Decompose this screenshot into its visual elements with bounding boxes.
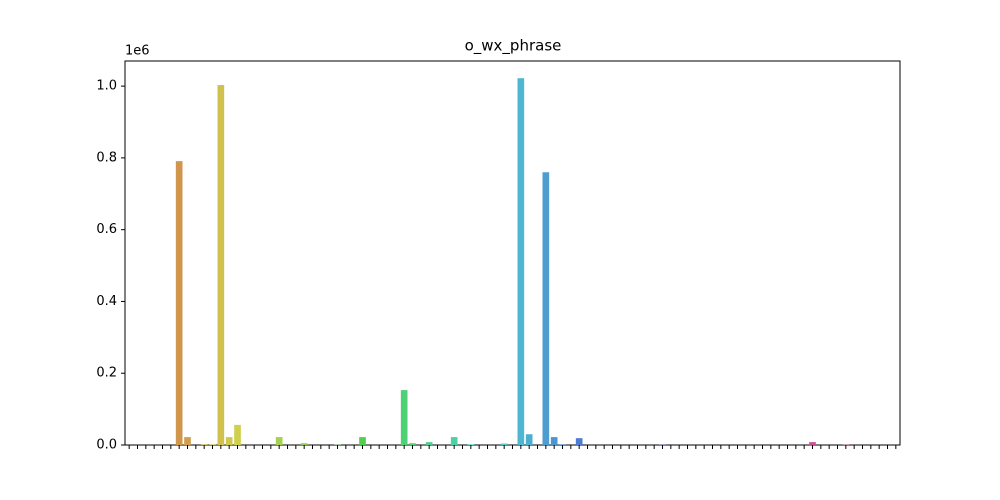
bar: [234, 424, 241, 445]
bar: [550, 437, 558, 445]
bar: [809, 442, 816, 445]
bar: [209, 444, 216, 445]
bar: [450, 437, 458, 445]
bar: [542, 172, 550, 446]
y-offset-label: 1e6: [125, 44, 150, 59]
bar: [575, 438, 583, 445]
bar: [467, 444, 475, 445]
bar: [359, 437, 366, 445]
bar: [409, 443, 416, 445]
y-tick-label: 0.0: [96, 438, 117, 453]
axes-frame: [124, 60, 901, 446]
bar: [400, 390, 408, 445]
bar: [525, 434, 533, 445]
y-tick-label: 0.4: [96, 294, 117, 309]
bar: [184, 437, 191, 445]
bar: [275, 437, 283, 445]
bar: [559, 444, 566, 445]
y-tick-label: 0.8: [96, 150, 117, 165]
bar: [217, 85, 225, 445]
bar: [175, 161, 183, 445]
bar: [200, 444, 208, 445]
y-tick-label: 0.2: [96, 366, 117, 381]
y-tick-label: 0.6: [96, 222, 117, 237]
bar: [500, 443, 508, 445]
chart-title: o_wx_phrase: [465, 37, 562, 56]
bar: [517, 78, 525, 445]
bar: [225, 437, 233, 445]
y-tick-label: 1.0: [96, 79, 117, 94]
bar: [300, 443, 308, 445]
bar: [425, 442, 433, 445]
